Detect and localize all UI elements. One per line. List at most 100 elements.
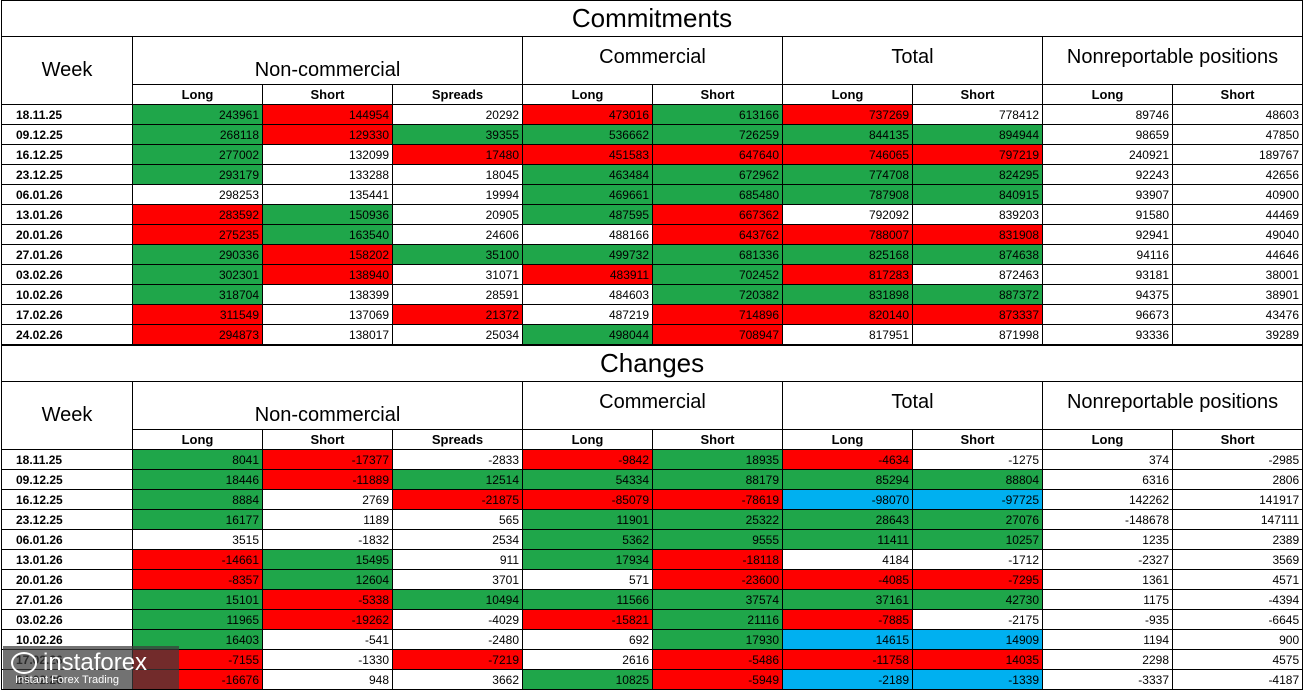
value-cell: 647640 <box>652 144 783 165</box>
value-cell: 746065 <box>782 144 913 165</box>
value-cell: 189767 <box>1171 144 1303 165</box>
value-cell: 11566 <box>522 589 653 610</box>
value-cell: 840915 <box>912 184 1043 205</box>
value-cell: 92243 <box>1042 164 1173 185</box>
value-cell: 948 <box>262 669 393 690</box>
subheader: Short <box>1171 84 1303 105</box>
value-cell: -2985 <box>1171 449 1303 470</box>
value-cell: 2389 <box>1171 529 1303 550</box>
value-cell: 825168 <box>782 244 913 265</box>
value-cell: 874638 <box>912 244 1043 265</box>
value-cell: 14909 <box>912 629 1043 650</box>
group-header: Non-commercial <box>132 36 523 85</box>
value-cell: 451583 <box>522 144 653 165</box>
value-cell: 158202 <box>262 244 393 265</box>
value-cell: 147111 <box>1171 509 1303 530</box>
value-cell: -11758 <box>782 649 913 670</box>
value-cell: 5362 <box>522 529 653 550</box>
data-row: 17.02.26 311549 137069 21372 487219 714896 820… <box>1 304 1303 325</box>
data-row: 06.01.26 3515 -1832 2534 5362 9555 11411 10257 1… <box>1 529 1303 550</box>
subheader: Spreads <box>392 429 523 450</box>
value-cell: 163540 <box>262 224 393 245</box>
subheader: Short <box>1171 429 1303 450</box>
value-cell: 12514 <box>392 469 523 490</box>
value-cell: 25034 <box>392 324 523 345</box>
value-cell: 98659 <box>1042 124 1173 145</box>
data-row: 24.02.26-16676948366210825-5949-2189-133… <box>1 669 1303 690</box>
value-cell: 737269 <box>782 104 913 125</box>
data-row: 03.02.26 302301 138940 31071 483911 702452 817… <box>1 264 1303 285</box>
value-cell: 277002 <box>132 144 263 165</box>
value-cell: 275235 <box>132 224 263 245</box>
value-cell: 89746 <box>1042 104 1173 125</box>
value-cell: 49040 <box>1171 224 1303 245</box>
data-row: 20.01.26 275235 163540 24606 488166 643762 788… <box>1 224 1303 245</box>
value-cell: 94375 <box>1042 284 1173 305</box>
value-cell: -7885 <box>782 609 913 630</box>
data-row: 13.01.26 283592 150936 20905 487595 667362 792… <box>1 204 1303 225</box>
value-cell: 39355 <box>392 124 523 145</box>
value-cell: 643762 <box>652 224 783 245</box>
value-cell: 318704 <box>132 284 263 305</box>
value-cell: 792092 <box>782 204 913 225</box>
value-cell: 93907 <box>1042 184 1173 205</box>
value-cell: 824295 <box>912 164 1043 185</box>
value-cell: 4575 <box>1171 649 1303 670</box>
value-cell: 94116 <box>1042 244 1173 265</box>
value-cell: -21875 <box>392 489 523 510</box>
value-cell: 27076 <box>912 509 1043 530</box>
group-header: Commercial <box>522 381 783 430</box>
week-cell: 06.01.26 <box>1 529 133 550</box>
group-header: Nonreportable positions <box>1041 36 1303 85</box>
value-cell: 93336 <box>1042 324 1173 345</box>
value-cell: 872463 <box>912 264 1043 285</box>
value-cell: -15821 <box>522 609 653 630</box>
value-cell: 778412 <box>912 104 1043 125</box>
data-row: 16.12.25 277002 132099 17480 451583 647640 746… <box>1 144 1303 165</box>
value-cell: 667362 <box>652 204 783 225</box>
week-cell: 10.02.26 <box>1 284 133 305</box>
value-cell: 129330 <box>262 124 393 145</box>
watermark-logo <box>11 652 37 674</box>
value-cell: 484603 <box>522 284 653 305</box>
value-cell: 1189 <box>262 509 393 530</box>
value-cell: 844135 <box>782 124 913 145</box>
value-cell: 10494 <box>392 589 523 610</box>
value-cell: 8884 <box>132 489 263 510</box>
value-cell: 44469 <box>1171 204 1303 225</box>
value-cell: -4085 <box>782 569 913 590</box>
value-cell: 894944 <box>912 124 1043 145</box>
subheader: Long <box>132 429 263 450</box>
week-cell: 17.02.26 <box>1 304 133 325</box>
data-row: 17.02.26-7155-1330-72192616-5486-1175814… <box>1 649 1303 670</box>
value-cell: 473016 <box>522 104 653 125</box>
value-cell: 839203 <box>912 204 1043 225</box>
value-cell: 613166 <box>652 104 783 125</box>
value-cell: -4394 <box>1171 589 1303 610</box>
week-cell: 20.01.26 <box>1 224 133 245</box>
week-cell: 13.01.26 <box>1 549 133 570</box>
data-row: 27.01.26 15101 -5338 10494 11566 37574 37161 42… <box>1 589 1303 610</box>
subheader: Short <box>912 84 1043 105</box>
value-cell: 38001 <box>1171 264 1303 285</box>
watermark-tagline: Instant Forex Trading <box>15 674 119 686</box>
value-cell: 2298 <box>1042 649 1173 670</box>
value-cell: 91580 <box>1042 204 1173 225</box>
value-cell: -148678 <box>1042 509 1173 530</box>
value-cell: 18935 <box>652 449 783 470</box>
value-cell: -935 <box>1042 609 1173 630</box>
value-cell: 44646 <box>1171 244 1303 265</box>
subheader: Short <box>652 84 783 105</box>
value-cell: -2480 <box>392 629 523 650</box>
title-row: Commitments <box>0 0 1303 37</box>
subheader: Long <box>782 84 913 105</box>
value-cell: 133288 <box>262 164 393 185</box>
value-cell: 11901 <box>522 509 653 530</box>
value-cell: -4029 <box>392 609 523 630</box>
value-cell: 243961 <box>132 104 263 125</box>
value-cell: -1712 <box>912 549 1043 570</box>
value-cell: 681336 <box>652 244 783 265</box>
week-cell: 16.12.25 <box>1 144 133 165</box>
subheader: Short <box>262 84 393 105</box>
